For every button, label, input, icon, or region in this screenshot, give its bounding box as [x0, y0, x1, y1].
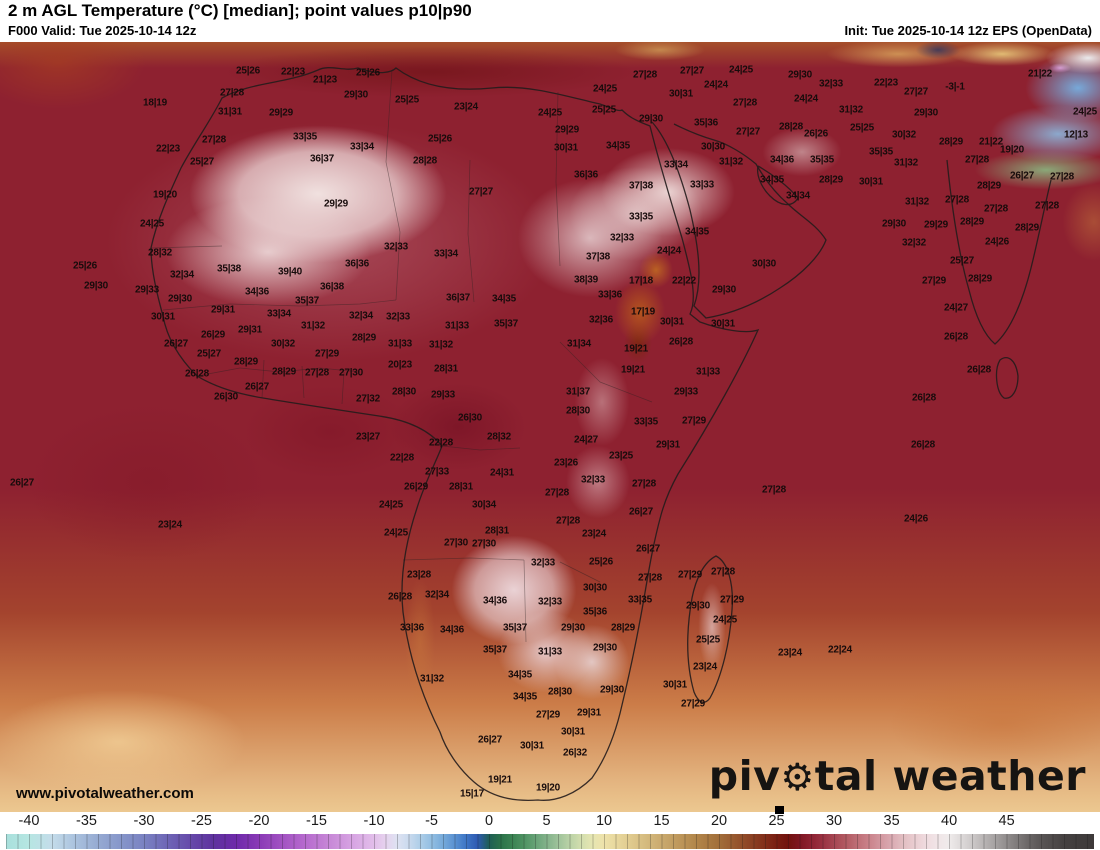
colorbar-tick-label: 30: [825, 813, 843, 829]
colorbar-tick-label: 40: [941, 813, 958, 829]
colorbar-tick-label: 45: [998, 813, 1015, 829]
logo-text-post: tal weather: [814, 752, 1086, 800]
colorbar-tick-label: -30: [133, 813, 155, 829]
colorbar-tick-label: -40: [18, 813, 40, 829]
logo-text-pre: piv: [708, 752, 781, 800]
colorbar-tick-label: -35: [76, 813, 97, 829]
colorbar-tick-label: 5: [542, 813, 551, 829]
valid-time-label: F000 Valid: Tue 2025-10-14 12z: [8, 23, 197, 38]
colorbar-tick-label: -5: [425, 813, 438, 829]
colorbar-tick-row: -40 -35 -30 -25 -20 -15 -10 -5 0 5 10 15 20 25 30 35 40 4…: [0, 813, 1100, 833]
temperature-map-canvas: [0, 42, 1100, 812]
colorbar-tick-label: 25: [768, 813, 785, 829]
colorbar-tick-label: -25: [191, 813, 212, 829]
page-title: 2 m AGL Temperature (°C) [median]; point…: [8, 1, 472, 20]
website-watermark: www.pivotalweather.com: [16, 785, 194, 802]
colorbar-tick-label: 20: [710, 813, 728, 829]
colorbar-tick-label: -10: [363, 813, 385, 829]
colorbar-tick-label: -15: [306, 813, 327, 829]
colorbar-cursor: [775, 806, 784, 814]
colorbar-gridlines: [6, 834, 1094, 849]
colorbar: [6, 834, 1094, 849]
colorbar-gradient: [6, 834, 1094, 849]
colorbar-tick-label: 0: [484, 813, 494, 829]
colorbar-tick-label: 15: [653, 813, 670, 829]
header: 2 m AGL Temperature (°C) [median]; point…: [0, 0, 1100, 42]
colorbar-tick-label: 35: [883, 813, 900, 829]
init-time-label: Init: Tue 2025-10-14 12z EPS (OpenData): [844, 23, 1092, 38]
colorbar-tick-label: 10: [595, 813, 613, 829]
pivotal-weather-logo: piv⚙tal weather: [709, 756, 1086, 797]
colorbar-tick-label: -20: [248, 813, 270, 829]
gear-icon: ⚙: [780, 755, 815, 799]
